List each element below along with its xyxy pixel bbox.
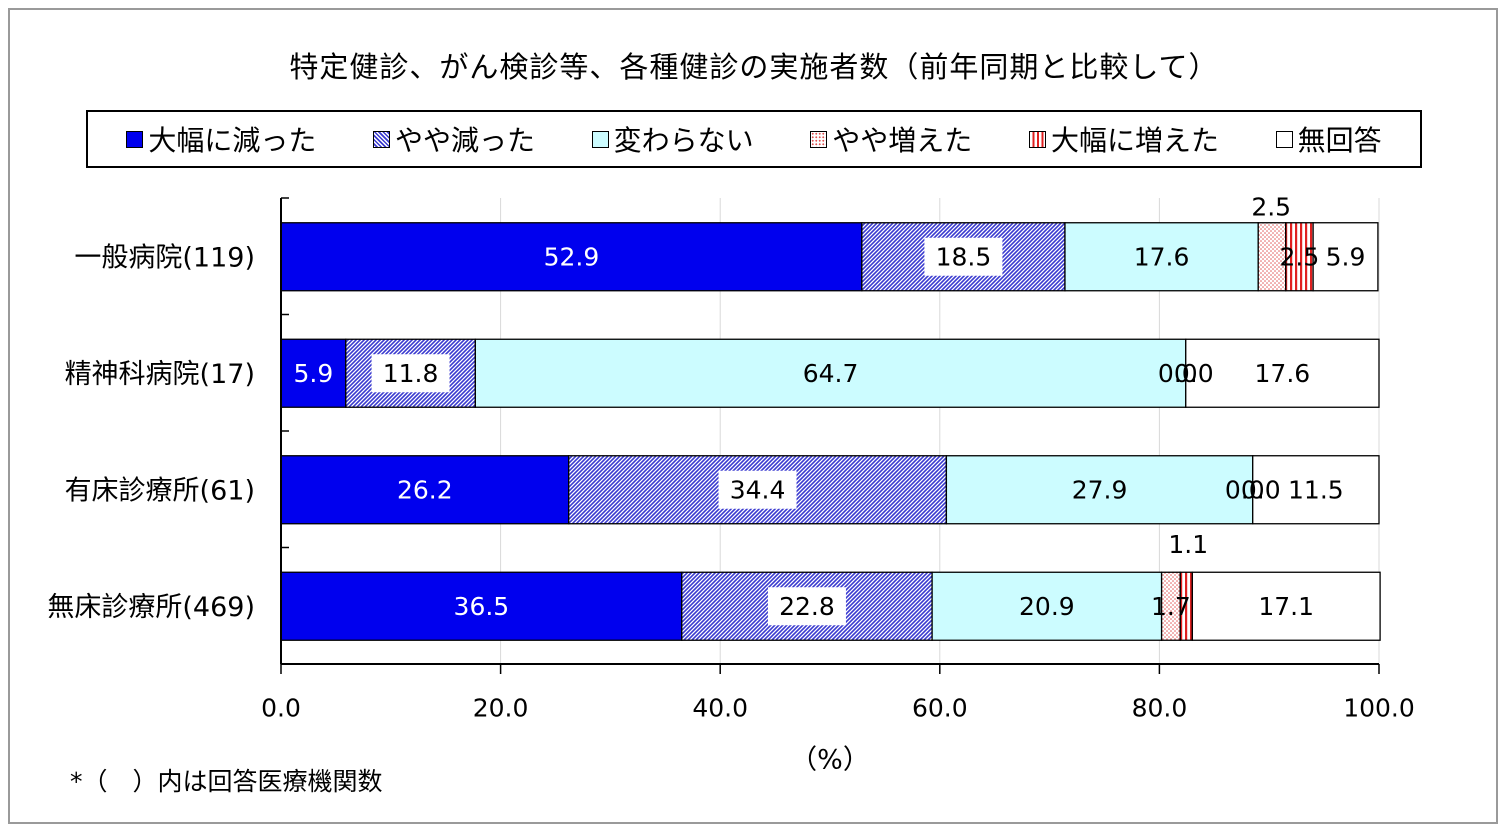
category-label: 精神科病院(17) [65,359,255,390]
legend-item-slight-increase: やや増えた [810,119,972,159]
legend-swatch-no-change [591,130,609,148]
data-label: 0.0 [1158,359,1198,388]
data-label: 27.9 [1072,475,1128,504]
data-label: 20.9 [1019,592,1075,621]
legend-swatch-no-answer [1275,130,1293,148]
bar-segment [1185,338,1380,408]
bar-segment [1257,222,1287,292]
data-label: 11.8 [383,359,439,388]
chart-frame [8,8,1498,824]
legend-label-no-answer: 無回答 [1297,124,1382,157]
bar-segment [1191,571,1381,641]
bar-segment [280,338,347,408]
legend-item-large-decrease: 大幅に減った [126,119,316,159]
data-label: 5.9 [294,359,334,388]
category-label: 一般病院(119) [74,242,255,273]
legend-label-large-increase: 大幅に増えた [1050,124,1219,157]
legend: 大幅に減った やや減った 変わらない やや増えた 大幅に増えた 無回答 [86,110,1422,168]
data-label: 2.5 [1280,242,1320,271]
x-tick-label: 40.0 [692,694,748,723]
data-label: 0.0 [1241,475,1281,504]
chart-title: 特定健診、がん検診等、各種健診の実施者数（前年同期と比較して） [289,50,1219,84]
data-label: 52.9 [544,242,600,271]
data-label: 2.5 [1251,192,1291,221]
legend-swatch-large-decrease [126,130,144,148]
data-label: 0.0 [1174,359,1214,388]
data-label: 17.1 [1258,592,1314,621]
data-label-box [767,587,846,626]
legend-label-no-change: 変わらない [613,124,754,157]
data-label: 17.6 [1255,359,1311,388]
legend-item-no-change: 変わらない [591,119,754,159]
legend-label-large-decrease: 大幅に減った [148,124,317,157]
legend-swatch-slight-increase [810,130,828,148]
x-tick-label: 100.0 [1343,694,1415,723]
bar-segment [280,571,683,641]
bar-segment [1252,455,1380,525]
data-label: 22.8 [779,592,835,621]
legend-swatch-large-increase [1028,130,1046,148]
data-label: 0.0 [1225,475,1265,504]
footnote: *（ ）内は回答医療機関数 [70,767,383,796]
data-label: 1.1 [1168,530,1208,559]
data-label: 34.4 [730,475,786,504]
data-label: 64.7 [803,359,859,388]
data-label: 26.2 [397,475,453,504]
bar-segment [280,222,863,292]
x-tick-label: 80.0 [1132,694,1188,723]
bar-segment [1285,222,1314,292]
legend-item-large-increase: 大幅に増えた [1028,119,1219,159]
data-label: 1.7 [1151,592,1191,621]
legend-label-slight-decrease: やや減った [394,124,535,157]
data-label: 18.5 [936,242,992,271]
data-label: 5.9 [1326,242,1366,271]
bar-segment [1064,222,1259,292]
data-label: 36.5 [454,592,510,621]
legend-item-no-answer: 無回答 [1275,119,1382,159]
bar-segment [1312,222,1379,292]
data-label-box [924,237,1003,276]
data-label: 11.5 [1288,475,1344,504]
legend-swatch-slight-decrease [372,130,390,148]
data-label-box [371,354,450,393]
bar-segment [474,338,1187,408]
x-tick-label: 60.0 [912,694,968,723]
data-label: 17.6 [1134,242,1190,271]
legend-item-slight-decrease: やや減った [372,119,535,159]
x-axis-label: （%） [790,745,870,776]
x-tick-label: 20.0 [473,694,529,723]
category-label: 有床診療所(61) [65,475,255,506]
legend-label-slight-increase: やや増えた [832,124,973,157]
category-label: 無床診療所(469) [47,592,255,623]
data-label-box [718,470,797,509]
x-tick-label: 0.0 [261,694,301,723]
bar-segment [945,455,1254,525]
bar-segment [280,455,570,525]
